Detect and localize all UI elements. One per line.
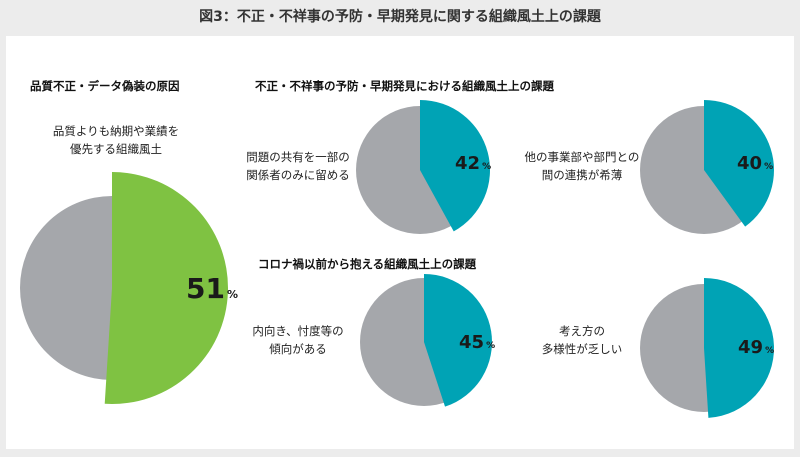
pie-value-unit: % xyxy=(482,162,491,172)
pie-value-unit: % xyxy=(227,288,238,301)
pie-value-label: 49% xyxy=(738,337,774,358)
pie-label-line: 他の事業部や部門との xyxy=(524,150,640,164)
section-heading-covid: コロナ禍以前から抱える組織風土上の課題 xyxy=(258,257,477,271)
section-heading-quality: 品質不正・データ偽装の原因 xyxy=(30,79,180,93)
pie-label-sharing: 問題の共有を一部の 関係者のみに留める xyxy=(228,148,368,184)
pie-slice xyxy=(704,100,774,227)
pie-slice xyxy=(104,172,229,404)
pie-label-line: 多様性が乏しい xyxy=(541,342,623,356)
pie-value-label: 40% xyxy=(737,153,773,174)
pie-label-coordination: 他の事業部や部門との 間の連携が希薄 xyxy=(512,148,652,184)
pie-label-line: 優先する組織風土 xyxy=(70,142,162,156)
pie-value-number: 40 xyxy=(737,153,762,174)
pie-label-line: 間の連携が希薄 xyxy=(541,168,623,182)
pie-slice xyxy=(420,100,490,232)
pie-label-inward: 内向き、忖度等の 傾向がある xyxy=(228,322,368,358)
pie-label-line: 考え方の xyxy=(559,324,605,338)
pie-value-unit: % xyxy=(765,346,774,356)
pie-label-line: 関係者のみに留める xyxy=(246,168,350,182)
pie-value-unit: % xyxy=(486,341,495,351)
pie-label-line: 品質よりも納期や業績を xyxy=(52,124,180,138)
pie-value-label: 45% xyxy=(459,332,495,353)
pie-value-label: 51% xyxy=(186,272,238,305)
pie-value-number: 51 xyxy=(186,272,225,305)
pie-value-number: 42 xyxy=(455,153,480,174)
pie-slice xyxy=(704,278,774,418)
pie-label-diversity: 考え方の 多様性が乏しい xyxy=(512,322,652,358)
pie-value-number: 45 xyxy=(459,332,484,353)
pie-label-line: 傾向がある xyxy=(269,342,327,356)
pie-label-line: 問題の共有を一部の xyxy=(246,150,350,164)
pie-value-label: 42% xyxy=(455,153,491,174)
pie-value-number: 49 xyxy=(738,337,763,358)
pie-value-unit: % xyxy=(764,162,773,172)
pie-label-quality: 品質よりも納期や業績を 優先する組織風土 xyxy=(26,122,206,158)
section-heading-prevention: 不正・不祥事の予防・早期発見における組織風土上の課題 xyxy=(255,79,554,93)
pie-label-line: 内向き、忖度等の xyxy=(252,324,344,338)
pie-slice xyxy=(424,274,493,407)
page-title: 図3：不正・不祥事の予防・早期発見に関する組織風土上の課題 xyxy=(199,9,601,25)
